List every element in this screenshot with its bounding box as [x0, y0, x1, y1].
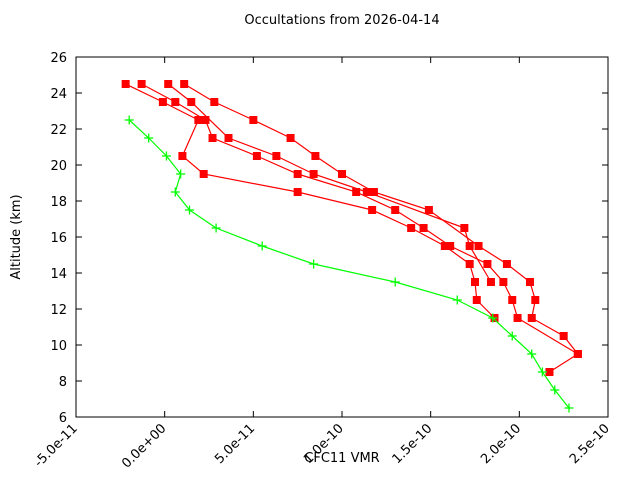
data-point-square-marker — [352, 188, 361, 196]
series-line-occultation-red-4 — [183, 83, 579, 373]
data-point-square-marker — [483, 260, 492, 268]
data-point-square-marker — [465, 242, 474, 250]
data-point-square-marker — [180, 80, 189, 88]
y-tick-label: 26 — [50, 51, 67, 66]
y-tick-label: 20 — [50, 159, 67, 174]
data-point-square-marker — [531, 296, 540, 304]
x-tick-label: 0.0e+00 — [119, 421, 169, 471]
data-point-square-marker — [545, 368, 554, 376]
data-point-square-marker — [369, 188, 378, 196]
plot-border — [75, 56, 609, 418]
data-point-square-marker — [187, 98, 196, 106]
y-tick-label: 14 — [50, 267, 67, 282]
data-point-square-marker — [286, 134, 295, 142]
data-point-square-marker — [368, 206, 377, 214]
data-point-square-marker — [121, 80, 130, 88]
data-point-square-marker — [272, 152, 281, 160]
data-point-square-marker — [293, 188, 302, 196]
data-point-square-marker — [158, 98, 167, 106]
data-point-square-marker — [391, 206, 400, 214]
data-point-square-marker — [293, 170, 302, 178]
data-point-square-marker — [194, 116, 203, 124]
data-point-square-marker — [210, 98, 219, 106]
y-tick-label: 16 — [50, 231, 67, 246]
data-point-square-marker — [446, 242, 455, 250]
x-tick-label: 5.0e-11 — [212, 421, 258, 467]
data-point-square-marker — [471, 278, 479, 286]
data-point-square-marker — [362, 188, 371, 196]
data-point-square-marker — [460, 224, 469, 232]
data-point-square-marker — [440, 242, 449, 250]
x-tick-label: 1.5e-10 — [390, 421, 436, 467]
data-point-square-marker — [486, 278, 495, 286]
data-point-square-marker — [164, 80, 173, 88]
data-point-square-marker — [474, 242, 483, 250]
data-point-square-marker — [311, 152, 320, 160]
y-tick-label: 10 — [50, 339, 67, 354]
x-tick-label: 2.5e-10 — [567, 421, 613, 467]
y-tick-label: 24 — [50, 87, 67, 102]
data-point-square-marker — [419, 224, 428, 232]
data-point-square-marker — [199, 170, 208, 178]
data-point-square-marker — [201, 116, 210, 124]
data-point-square-marker — [472, 296, 481, 304]
data-point-square-marker — [465, 260, 474, 268]
data-point-square-marker — [252, 152, 261, 160]
data-point-square-marker — [224, 134, 233, 142]
x-tick-label: -5.0e-11 — [32, 421, 81, 470]
data-point-square-marker — [527, 314, 536, 322]
data-point-square-marker — [338, 170, 346, 178]
data-point-square-marker — [573, 350, 582, 358]
data-point-square-marker — [424, 206, 433, 214]
y-tick-label: 12 — [50, 303, 67, 318]
data-point-square-marker — [249, 116, 258, 124]
series-line-occultation-red-2 — [141, 83, 579, 355]
data-point-square-marker — [502, 260, 511, 268]
y-tick-label: 8 — [59, 375, 67, 390]
data-point-square-marker — [309, 170, 318, 178]
data-point-square-marker — [559, 332, 568, 340]
data-point-square-marker — [137, 80, 146, 88]
y-tick-label: 18 — [50, 195, 67, 210]
y-tick-label: 22 — [50, 123, 67, 138]
series-line-occultation-red-3 — [167, 83, 492, 283]
x-tick-label: 2.0e-10 — [478, 421, 524, 467]
series-line-occultation-red-1 — [125, 83, 495, 319]
data-point-square-marker — [513, 314, 522, 322]
data-point-square-marker — [508, 296, 517, 304]
data-point-square-marker — [171, 98, 180, 106]
chart-title: Occultations from 2026-04-14 — [244, 13, 440, 28]
x-tick-label: 1.0e-10 — [301, 421, 347, 467]
data-point-square-marker — [525, 278, 534, 286]
y-tick-label: 6 — [59, 411, 67, 426]
x-axis-label: CFC11 VMR — [304, 451, 380, 466]
data-point-square-marker — [178, 152, 187, 160]
data-point-square-marker — [208, 134, 217, 142]
data-point-square-marker — [499, 278, 508, 286]
data-point-square-marker — [407, 224, 416, 232]
